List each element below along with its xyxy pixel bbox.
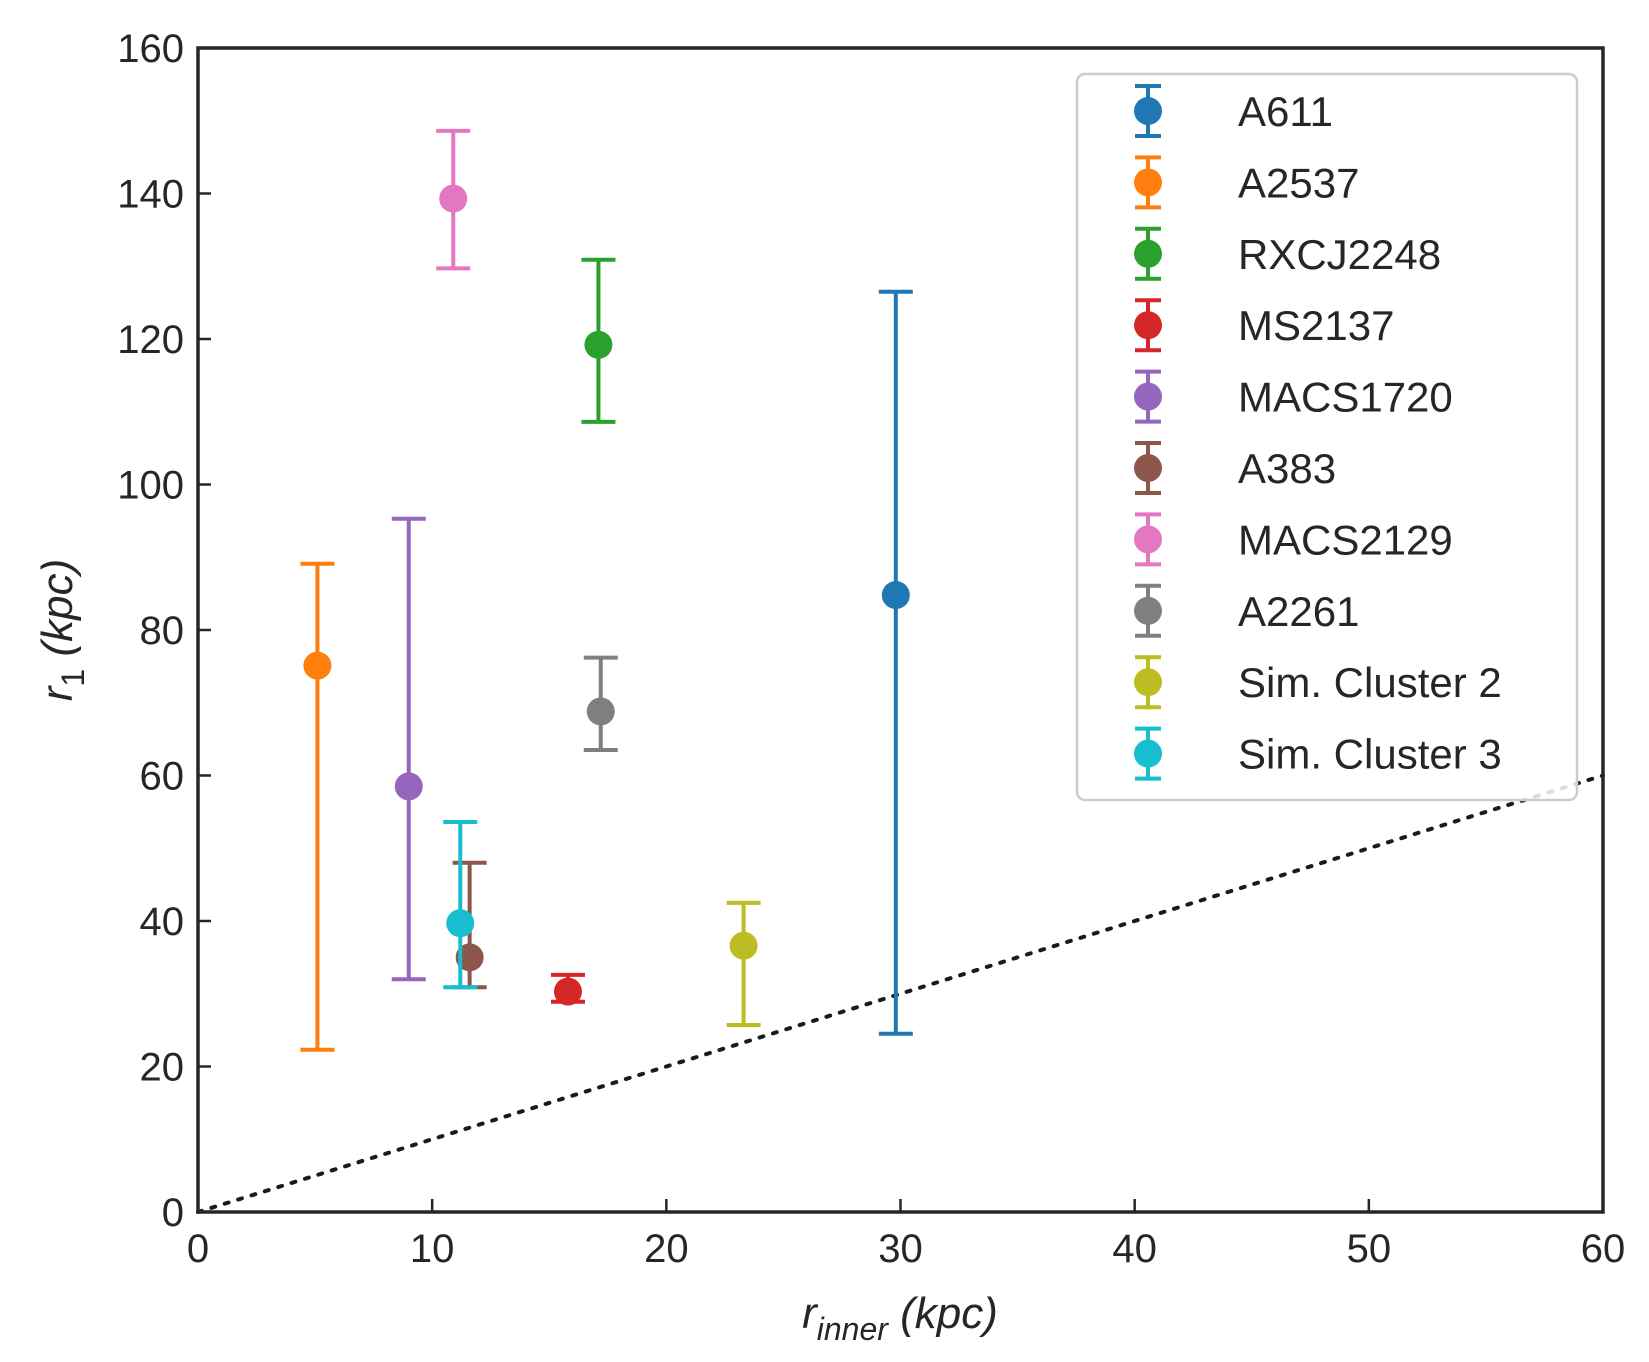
legend-item-sim-cluster-3: Sim. Cluster 3 (1134, 726, 1502, 781)
data-point (729, 931, 758, 960)
legend-marker-dot (1134, 739, 1162, 768)
series-a2537 (300, 561, 335, 1052)
y-tick-label: 60 (140, 755, 185, 799)
legend-item-macs1720: MACS1720 (1134, 369, 1453, 424)
legend-marker-dot (1134, 97, 1162, 125)
data-point (394, 772, 423, 801)
legend-label: Sim. Cluster 3 (1238, 731, 1502, 778)
y-tick-label: 0 (162, 1191, 184, 1235)
y-tick-label: 140 (117, 173, 184, 217)
x-tick-label: 10 (410, 1227, 455, 1271)
data-point (586, 697, 615, 726)
legend-marker-dot (1134, 525, 1162, 554)
series-macs1720 (391, 516, 426, 982)
legend-item-a2261: A2261 (1134, 583, 1359, 638)
legend-marker-dot (1134, 239, 1162, 268)
data-point (303, 651, 332, 680)
data-point (553, 977, 582, 1006)
series-sim-cluster-3 (443, 820, 478, 990)
legend-item-macs2129: MACS2129 (1134, 512, 1453, 567)
y-axis-label: r1 (kpc) (33, 559, 91, 701)
legend-marker-dot (1134, 454, 1162, 482)
y-tick-label: 20 (140, 1046, 185, 1090)
legend-frame (1075, 72, 1579, 802)
series-sim-cluster-2 (726, 900, 761, 1028)
series-macs2129 (436, 128, 471, 271)
legend-item-a2537: A2537 (1134, 155, 1359, 210)
y-tick-label: 120 (117, 318, 184, 362)
legend-label: MACS2129 (1238, 516, 1453, 563)
series-rxcj2248 (581, 257, 616, 424)
legend-label: RXCJ2248 (1238, 231, 1441, 278)
legend-marker-dot (1134, 311, 1162, 340)
series-a611 (878, 289, 913, 1036)
legend-marker-dot (1134, 668, 1162, 697)
x-axis-label: rinner (kpc) (802, 1289, 998, 1347)
legend-item-sim-cluster-2: Sim. Cluster 2 (1134, 655, 1502, 710)
data-point (446, 909, 475, 938)
data-point (455, 943, 484, 972)
x-tick-label: 30 (878, 1227, 923, 1271)
legend-label: A2537 (1238, 159, 1359, 206)
legend-label: MS2137 (1238, 302, 1394, 349)
y-tick-label: 40 (140, 900, 185, 944)
series-a2261 (583, 655, 618, 753)
legend-item-a611: A611 (1134, 84, 1333, 138)
x-tick-label: 50 (1347, 1227, 1392, 1271)
x-tick-label: 60 (1581, 1227, 1626, 1271)
y-tick-label: 160 (117, 27, 184, 71)
legend-label: A611 (1238, 88, 1333, 135)
legend-marker-dot (1134, 382, 1162, 411)
legend-item-rxcj2248: RXCJ2248 (1134, 226, 1441, 281)
x-tick-label: 20 (644, 1227, 689, 1271)
series-ms2137 (550, 972, 585, 1006)
legend-marker-dot (1134, 596, 1162, 625)
legend-marker-dot (1134, 168, 1162, 197)
legend-item-a383: A383 (1134, 441, 1336, 495)
x-tick-label: 40 (1112, 1227, 1157, 1271)
series-layer (300, 128, 913, 1052)
data-point (439, 184, 468, 213)
ticks-layer: 0 10 20 30 40 50 60 0 20 40 60 80 100 120 140 160 (117, 27, 1625, 1271)
legend-items: A611 A2537 RXCJ2248 MS2137 MACS1720 A383 MACS2… (1134, 84, 1502, 781)
data-point (584, 330, 613, 359)
y-tick-label: 100 (117, 464, 184, 508)
legend-item-ms2137: MS2137 (1134, 298, 1394, 353)
legend: A611 A2537 RXCJ2248 MS2137 MACS1720 A383 MACS2… (1075, 72, 1579, 802)
legend-label: Sim. Cluster 2 (1238, 659, 1502, 706)
x-tick-label: 0 (187, 1227, 209, 1271)
legend-label: MACS1720 (1238, 374, 1453, 421)
legend-label: A383 (1238, 445, 1336, 492)
y-tick-label: 80 (140, 609, 185, 653)
data-point (881, 581, 910, 610)
legend-label: A2261 (1238, 588, 1359, 635)
